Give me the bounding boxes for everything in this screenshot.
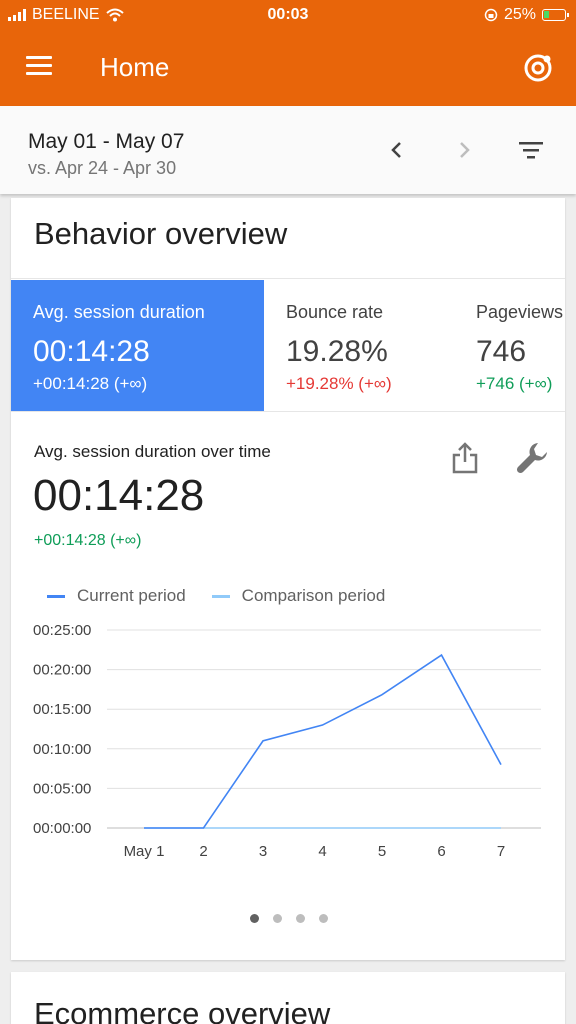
metric-delta: +19.28% (+∞)	[286, 374, 392, 394]
metric-value: 19.28%	[286, 335, 388, 369]
y-tick-label: 00:25:00	[33, 622, 91, 639]
chevron-left-icon[interactable]	[385, 138, 409, 162]
x-tick-label: 3	[259, 843, 267, 860]
app-bar: BEELINE 00:03 25% Home	[0, 0, 576, 106]
filter-icon[interactable]	[517, 138, 545, 162]
x-tick-label: 6	[437, 843, 445, 860]
battery-percent: 25%	[504, 6, 536, 24]
page-title: Home	[100, 52, 169, 83]
y-tick-label: 00:10:00	[33, 741, 91, 758]
metric-delta: +00:14:28 (+∞)	[33, 374, 147, 394]
y-tick-label: 00:20:00	[33, 662, 91, 679]
divider	[11, 278, 565, 279]
account-switcher-icon[interactable]	[522, 52, 554, 84]
metric-tab-pageviews[interactable]: Pageviews 746 +746 (+∞)	[454, 280, 565, 411]
battery-icon	[542, 9, 566, 21]
date-range-bar: May 01 - May 07 vs. Apr 24 - Apr 30	[0, 106, 576, 194]
chart-heading: Avg. session duration over time	[34, 442, 271, 462]
date-range-current[interactable]: May 01 - May 07	[28, 130, 184, 154]
page-indicator[interactable]	[250, 914, 328, 923]
x-tick-label: 2	[199, 843, 207, 860]
card-title: Ecommerce overview	[34, 996, 330, 1024]
x-tick-label: May 1	[124, 843, 165, 860]
legend-label: Comparison period	[242, 586, 386, 606]
metric-value: 746	[476, 335, 526, 369]
page-dot[interactable]	[273, 914, 282, 923]
metric-label: Bounce rate	[286, 302, 383, 323]
metric-value: 00:14:28	[33, 335, 150, 369]
x-tick-label: 5	[378, 843, 386, 860]
legend-item-comparison: Comparison period	[212, 586, 386, 606]
share-icon[interactable]	[451, 442, 479, 474]
legend-swatch	[47, 595, 65, 598]
metric-tab-bounce-rate[interactable]: Bounce rate 19.28% +19.28% (+∞)	[264, 280, 454, 411]
series-line-current	[144, 655, 501, 828]
metric-label: Pageviews	[476, 302, 563, 323]
legend-label: Current period	[77, 586, 186, 606]
y-tick-label: 00:00:00	[33, 820, 91, 837]
divider	[11, 411, 565, 412]
page-dot[interactable]	[319, 914, 328, 923]
status-bar: BEELINE 00:03 25%	[0, 0, 576, 32]
metric-delta: +746 (+∞)	[476, 374, 552, 394]
menu-icon[interactable]	[26, 56, 52, 76]
line-chart: 00:00:00 00:05:00 00:10:00 00:15:00 00:20:00…	[11, 618, 565, 868]
wrench-icon[interactable]	[515, 441, 549, 475]
legend-item-current: Current period	[47, 586, 186, 606]
rotation-lock-icon	[484, 8, 498, 22]
x-tick-label: 7	[497, 843, 505, 860]
chart-legend: Current period Comparison period	[47, 586, 411, 606]
chevron-right-icon[interactable]	[452, 138, 476, 162]
x-tick-label: 4	[318, 843, 326, 860]
behavior-overview-card: Behavior overview Avg. session duration …	[11, 198, 565, 960]
legend-swatch	[212, 595, 230, 598]
y-tick-label: 00:15:00	[33, 701, 91, 718]
page-dot[interactable]	[296, 914, 305, 923]
y-tick-label: 00:05:00	[33, 780, 91, 797]
metric-tab-avg-session-duration[interactable]: Avg. session duration 00:14:28 +00:14:28…	[11, 280, 264, 411]
page-dot[interactable]	[250, 914, 259, 923]
date-range-comparison[interactable]: vs. Apr 24 - Apr 30	[28, 158, 176, 179]
chart-summary-value: 00:14:28	[33, 471, 204, 521]
card-title: Behavior overview	[34, 216, 287, 252]
ecommerce-overview-card: Ecommerce overview	[11, 972, 565, 1024]
chart-summary-delta: +00:14:28 (+∞)	[34, 532, 141, 550]
metric-label: Avg. session duration	[33, 302, 205, 323]
